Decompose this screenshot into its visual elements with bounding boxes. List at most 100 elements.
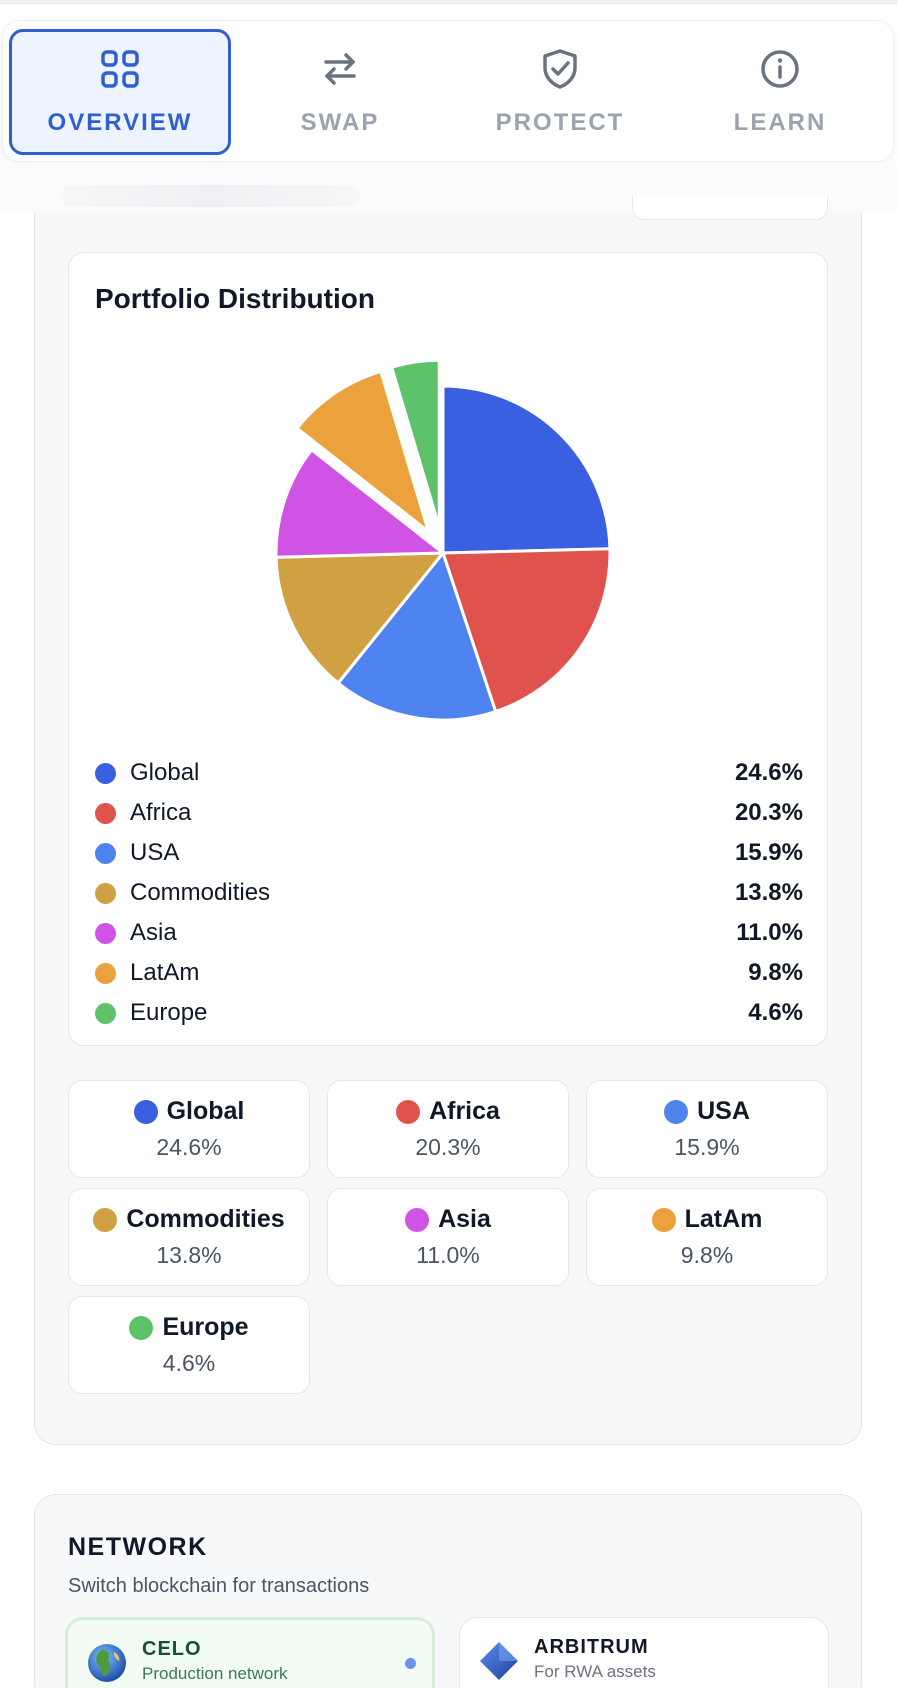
legend-label: Africa (130, 799, 192, 826)
card-action-button[interactable] (632, 196, 828, 220)
legend-value: 9.8% (748, 959, 803, 986)
legend-item-latam: LatAm 9.8% (95, 953, 803, 993)
network-option-arbitrum[interactable]: ARBITRUM For RWA assets (459, 1617, 829, 1688)
pie-slice-europe[interactable] (389, 358, 441, 528)
chip-label: Global (166, 1097, 245, 1125)
chip-swatch (396, 1099, 421, 1124)
tab-protect[interactable]: PROTECT (449, 29, 671, 155)
chip-swatch (93, 1207, 118, 1232)
pie-slice-asia[interactable] (274, 447, 448, 559)
region-chip-europe[interactable]: Europe 4.6% (68, 1296, 310, 1394)
tab-overview[interactable]: OVERVIEW (9, 29, 231, 155)
network-subtitle: Switch blockchain for transactions (68, 1575, 370, 1597)
chip-header: Global (133, 1097, 245, 1126)
top-edge (0, 0, 898, 4)
chip-value: 13.8% (156, 1242, 222, 1268)
chip-header: USA (664, 1097, 750, 1126)
chip-swatch (664, 1099, 689, 1124)
legend-label: Global (130, 759, 200, 786)
chip-header: LatAm (651, 1205, 763, 1234)
legend-value: 4.6% (748, 999, 803, 1026)
chip-swatch (405, 1207, 430, 1232)
chip-label: Asia (438, 1205, 491, 1233)
shield-check-icon (543, 49, 577, 89)
tab-label: SWAP (300, 109, 380, 136)
legend-swatch (95, 922, 116, 944)
pie-chart (274, 358, 612, 722)
pie-slice-usa[interactable] (336, 549, 498, 722)
chip-value: 20.3% (415, 1134, 481, 1160)
legend-label: Commodities (130, 879, 271, 906)
swap-arrows-icon (324, 53, 356, 85)
legend-value: 24.6% (734, 759, 803, 786)
legend-swatch (95, 762, 116, 784)
legend-swatch (95, 802, 116, 824)
blurred-heading (60, 185, 360, 207)
legend-item-asia: Asia 11.0% (95, 913, 803, 953)
legend-label: USA (130, 839, 180, 866)
chip-label: LatAm (684, 1205, 763, 1233)
chip-swatch (129, 1315, 154, 1340)
pie-slice-global[interactable] (441, 384, 612, 555)
selected-indicator (405, 1658, 416, 1669)
legend-item-europe: Europe 4.6% (95, 993, 803, 1033)
tab-label: PROTECT (495, 109, 625, 136)
network-title: NETWORK (68, 1533, 208, 1561)
chip-header: Africa (396, 1097, 500, 1126)
chip-label: USA (697, 1097, 750, 1125)
main-nav: OVERVIEW SWAP PROTECT LEARN (2, 20, 894, 162)
legend-item-commodities: Commodities 13.8% (95, 873, 803, 913)
legend-item-usa: USA 15.9% (95, 833, 803, 873)
chip-value: 11.0% (416, 1242, 480, 1268)
network-name: ARBITRUM (534, 1636, 649, 1658)
chip-header: Commodities (93, 1205, 285, 1234)
chip-label: Europe (162, 1313, 249, 1341)
chip-value: 4.6% (162, 1350, 216, 1376)
network-card: NETWORK Switch blockchain for transactio… (34, 1494, 862, 1688)
legend-label: Europe (130, 999, 208, 1026)
network-description: Production network (142, 1664, 288, 1683)
pie-slice-africa[interactable] (440, 547, 612, 714)
legend-label: LatAm (130, 959, 200, 986)
grid-icon (101, 50, 139, 88)
tab-swap[interactable]: SWAP (229, 29, 451, 155)
pie-slice-latam[interactable] (294, 369, 432, 536)
legend-swatch (95, 962, 116, 984)
region-chip-latam[interactable]: LatAm 9.8% (586, 1188, 828, 1286)
network-description: For RWA assets (534, 1662, 656, 1681)
tab-label: OVERVIEW (47, 109, 193, 136)
region-chip-global[interactable]: Global 24.6% (68, 1080, 310, 1178)
legend-value: 15.9% (734, 839, 803, 866)
region-chip-usa[interactable]: USA 15.9% (586, 1080, 828, 1178)
region-chip-commodities[interactable]: Commodities 13.8% (68, 1188, 310, 1286)
region-chip-asia[interactable]: Asia 11.0% (327, 1188, 569, 1286)
legend-value: 20.3% (734, 799, 803, 826)
legend-swatch (95, 842, 116, 864)
chip-label: Africa (429, 1097, 500, 1125)
legend-swatch (95, 882, 116, 904)
legend-value: 11.0% (736, 919, 803, 946)
network-option-celo[interactable]: CELO Production network (65, 1617, 435, 1688)
network-name: CELO (142, 1638, 202, 1660)
chip-header: Europe (129, 1313, 249, 1342)
chip-label: Commodities (126, 1205, 285, 1233)
chip-value: 24.6% (156, 1134, 222, 1160)
chart-legend: Global 24.6% Africa 20.3% USA 15.9% Commoditie… (95, 753, 803, 1033)
legend-swatch (95, 1002, 116, 1024)
info-icon (761, 50, 799, 88)
pie-slice-commodities[interactable] (274, 551, 447, 686)
region-chip-africa[interactable]: Africa 20.3% (327, 1080, 569, 1178)
tab-learn[interactable]: LEARN (669, 29, 891, 155)
distribution-card: Portfolio Distribution Global 24.6% Africa… (68, 252, 828, 1046)
legend-item-global: Global 24.6% (95, 753, 803, 793)
globe-icon (88, 1644, 126, 1682)
diamond-icon (480, 1642, 518, 1680)
legend-item-africa: Africa 20.3% (95, 793, 803, 833)
chip-value: 15.9% (674, 1134, 740, 1160)
legend-value: 13.8% (734, 879, 803, 906)
chip-swatch (133, 1099, 158, 1124)
chip-header: Asia (405, 1205, 491, 1234)
tab-label: LEARN (733, 109, 827, 136)
chip-value: 9.8% (680, 1242, 734, 1268)
distribution-title: Portfolio Distribution (95, 283, 375, 314)
